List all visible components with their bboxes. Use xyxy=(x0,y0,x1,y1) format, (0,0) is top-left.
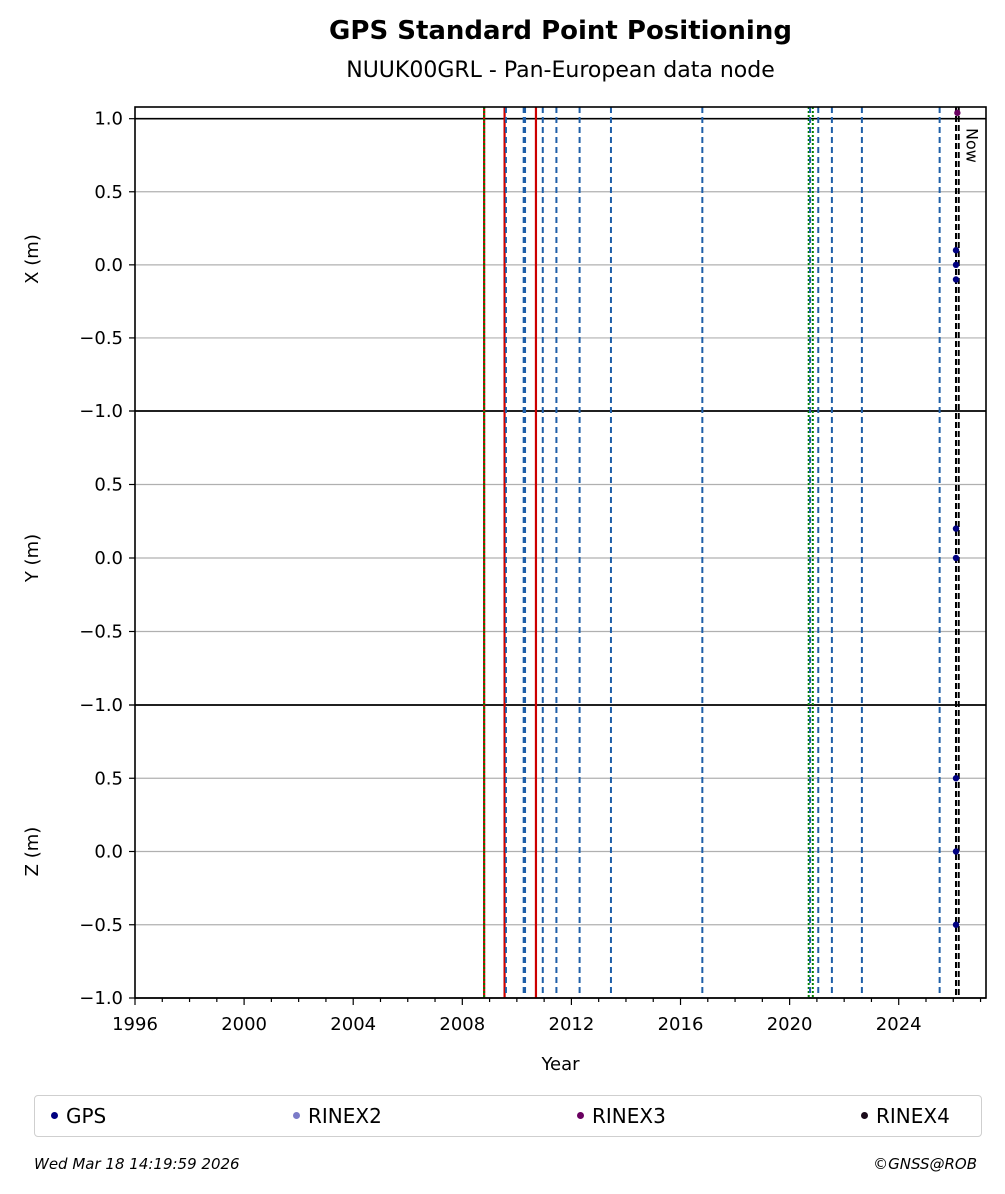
y-tick-label: 0.5 xyxy=(94,182,123,203)
y-tick-label: −1.0 xyxy=(79,695,123,716)
data-point-gps xyxy=(952,247,960,254)
y-tick-label: −0.5 xyxy=(79,328,123,349)
y-tick-label: 0.5 xyxy=(94,475,123,496)
legend-label-gps: GPS xyxy=(66,1104,107,1128)
legend-item-gps: GPS xyxy=(51,1104,106,1128)
x-tick-label: 2008 xyxy=(439,1014,485,1035)
data-point-rinex3 xyxy=(954,109,961,117)
y-tick-label: −1.0 xyxy=(79,988,123,1009)
legend: GPS RINEX2 RINEX3 RINEX4 xyxy=(34,1095,982,1137)
data-point-gps xyxy=(952,525,960,532)
chart-title: GPS Standard Point Positioning xyxy=(329,16,792,46)
y-tick-label: −0.5 xyxy=(79,915,123,936)
data-point-gps xyxy=(952,261,960,269)
y-tick-label: 0.5 xyxy=(94,768,123,789)
chart-subtitle: NUUK00GRL - Pan-European data node xyxy=(346,58,775,83)
data-point-gps xyxy=(952,921,960,928)
x-tick-label: 1996 xyxy=(112,1014,158,1035)
y-axis-label-1: X (m) xyxy=(22,234,43,284)
data-point-gps xyxy=(952,848,960,855)
data-point-gps xyxy=(952,276,960,283)
legend-item-rinex2: RINEX2 xyxy=(293,1104,382,1128)
x-tick-label: 2016 xyxy=(658,1014,704,1035)
x-axis-label: Year xyxy=(540,1054,580,1075)
y-axis-label-3: Z (m) xyxy=(22,827,43,877)
x-tick-label: 2000 xyxy=(221,1014,267,1035)
x-tick-label: 2020 xyxy=(767,1014,813,1035)
y-tick-label: 0.0 xyxy=(94,548,123,569)
data-point-gps xyxy=(952,554,960,562)
legend-marker-rinex4 xyxy=(861,1112,868,1119)
x-tick-label: 2024 xyxy=(876,1014,922,1035)
legend-marker-rinex3 xyxy=(577,1112,584,1119)
legend-item-rinex3: RINEX3 xyxy=(577,1104,666,1128)
y-axis-label-2: Y (m) xyxy=(22,534,43,583)
x-tick-label: 2004 xyxy=(330,1014,376,1035)
plot-frame xyxy=(134,106,987,999)
x-tick-label: 2012 xyxy=(549,1014,595,1035)
y-tick-label: 0.0 xyxy=(94,842,123,863)
legend-label-rinex3: RINEX3 xyxy=(592,1104,666,1128)
chart-figure: 1.0 0.5 0.0 −0.5 −1.0 X (m) 0.5 0.0 −0.5 −1.0 Y (m… xyxy=(22,106,987,1075)
legend-label-rinex4: RINEX4 xyxy=(876,1104,950,1128)
y-tick-label: 0.0 xyxy=(94,255,123,276)
footer-copyright: ©GNSS@ROB xyxy=(873,1155,977,1173)
now-label: Now xyxy=(963,128,982,163)
legend-marker-rinex2 xyxy=(293,1112,300,1119)
y-tick-label: −1.0 xyxy=(79,401,123,422)
legend-marker-gps xyxy=(51,1112,58,1119)
legend-label-rinex2: RINEX2 xyxy=(308,1104,382,1128)
legend-item-rinex4: RINEX4 xyxy=(861,1104,950,1128)
y-tick-label: 1.0 xyxy=(94,109,123,130)
footer-timestamp: Wed Mar 18 14:19:59 2026 xyxy=(34,1155,240,1173)
data-point-gps xyxy=(952,775,960,782)
y-tick-label: −0.5 xyxy=(79,622,123,643)
